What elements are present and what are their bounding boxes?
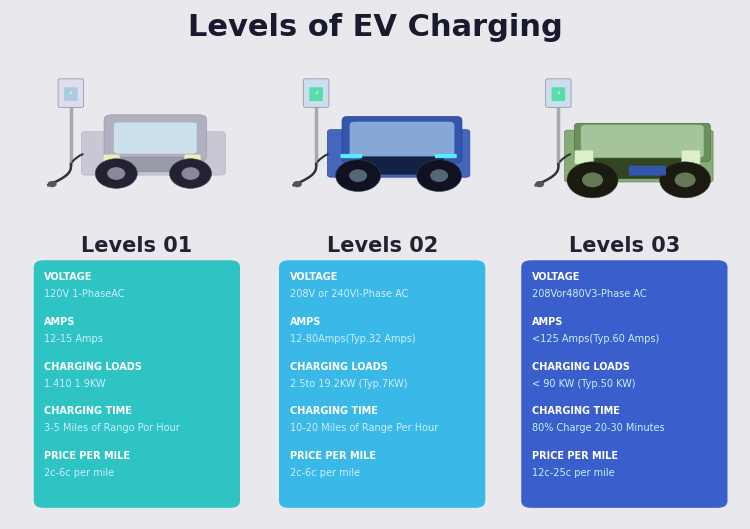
FancyBboxPatch shape [574, 150, 593, 164]
Circle shape [675, 172, 696, 187]
Text: VOLTAGE: VOLTAGE [44, 272, 93, 282]
Circle shape [48, 181, 57, 187]
Circle shape [170, 159, 211, 188]
FancyBboxPatch shape [545, 79, 572, 107]
FancyBboxPatch shape [184, 154, 201, 166]
FancyBboxPatch shape [121, 157, 193, 172]
Text: < 90 KW (Typ.50 KW): < 90 KW (Typ.50 KW) [532, 379, 635, 389]
Text: 10-20 Miles of Range Per Hour: 10-20 Miles of Range Per Hour [290, 423, 438, 433]
Text: 12c-25c per mile: 12c-25c per mile [532, 468, 614, 478]
Text: PRICE PER MILE: PRICE PER MILE [532, 451, 618, 461]
FancyBboxPatch shape [565, 130, 713, 182]
FancyBboxPatch shape [595, 158, 690, 179]
Text: ⚡: ⚡ [69, 91, 73, 96]
Text: Levels 03: Levels 03 [568, 236, 680, 256]
Text: 12-15 Amps: 12-15 Amps [44, 334, 103, 344]
FancyBboxPatch shape [114, 122, 197, 154]
Text: 120V 1-PhaseAC: 120V 1-PhaseAC [44, 289, 125, 299]
Text: AMPS: AMPS [532, 317, 563, 327]
FancyBboxPatch shape [104, 154, 120, 166]
Circle shape [292, 181, 302, 187]
Text: CHARGING LOADS: CHARGING LOADS [44, 362, 142, 372]
Circle shape [95, 159, 137, 188]
FancyBboxPatch shape [104, 115, 207, 161]
FancyBboxPatch shape [580, 125, 704, 158]
Text: 80% Charge 20-30 Minutes: 80% Charge 20-30 Minutes [532, 423, 664, 433]
Text: CHARGING LOADS: CHARGING LOADS [290, 362, 387, 372]
Text: Levels of EV Charging: Levels of EV Charging [188, 13, 562, 42]
FancyBboxPatch shape [34, 260, 240, 508]
Text: AMPS: AMPS [44, 317, 76, 327]
Text: CHARGING TIME: CHARGING TIME [532, 406, 620, 416]
FancyBboxPatch shape [360, 157, 444, 175]
Circle shape [430, 169, 448, 182]
FancyBboxPatch shape [521, 260, 728, 508]
Text: VOLTAGE: VOLTAGE [290, 272, 338, 282]
Text: PRICE PER MILE: PRICE PER MILE [290, 451, 376, 461]
Text: 3-5 Miles of Rango Por Hour: 3-5 Miles of Rango Por Hour [44, 423, 180, 433]
Text: VOLTAGE: VOLTAGE [532, 272, 580, 282]
Text: CHARGING TIME: CHARGING TIME [44, 406, 132, 416]
FancyBboxPatch shape [340, 154, 362, 158]
Circle shape [535, 181, 544, 187]
Text: Levels 01: Levels 01 [81, 236, 193, 256]
FancyBboxPatch shape [342, 116, 462, 163]
Text: 208V or 240Vl-Phase AC: 208V or 240Vl-Phase AC [290, 289, 408, 299]
Circle shape [107, 167, 125, 180]
FancyBboxPatch shape [64, 87, 78, 101]
Text: ⚡: ⚡ [314, 91, 318, 96]
FancyBboxPatch shape [574, 123, 710, 161]
Text: 208Vor480V3-Phase AC: 208Vor480V3-Phase AC [532, 289, 646, 299]
Text: 2c-6c per mile: 2c-6c per mile [290, 468, 360, 478]
Text: Levels 02: Levels 02 [326, 236, 438, 256]
FancyBboxPatch shape [82, 132, 225, 175]
FancyBboxPatch shape [327, 130, 470, 177]
FancyBboxPatch shape [309, 87, 322, 101]
FancyBboxPatch shape [628, 166, 666, 176]
FancyBboxPatch shape [435, 154, 457, 158]
Circle shape [336, 160, 380, 191]
Circle shape [582, 172, 603, 187]
FancyBboxPatch shape [551, 87, 566, 101]
FancyBboxPatch shape [303, 79, 328, 107]
FancyBboxPatch shape [279, 260, 485, 508]
Circle shape [182, 167, 200, 180]
Text: 12-80Amps(Typ.32 Amps): 12-80Amps(Typ.32 Amps) [290, 334, 416, 344]
Text: 2c-6c per mile: 2c-6c per mile [44, 468, 114, 478]
FancyBboxPatch shape [350, 122, 454, 158]
Circle shape [567, 162, 618, 198]
FancyBboxPatch shape [58, 79, 84, 107]
Circle shape [417, 160, 461, 191]
Text: CHARGING LOADS: CHARGING LOADS [532, 362, 630, 372]
Text: 2.5to 19.2KW (Typ.7KW): 2.5to 19.2KW (Typ.7KW) [290, 379, 407, 389]
Circle shape [349, 169, 368, 182]
Text: <125 Amps(Typ.60 Amps): <125 Amps(Typ.60 Amps) [532, 334, 659, 344]
Text: 1.410 1.9KW: 1.410 1.9KW [44, 379, 106, 389]
Text: ⚡: ⚡ [556, 91, 560, 96]
Text: PRICE PER MILE: PRICE PER MILE [44, 451, 130, 461]
Text: CHARGING TIME: CHARGING TIME [290, 406, 377, 416]
Circle shape [660, 162, 711, 198]
FancyBboxPatch shape [682, 150, 700, 164]
Text: AMPS: AMPS [290, 317, 321, 327]
